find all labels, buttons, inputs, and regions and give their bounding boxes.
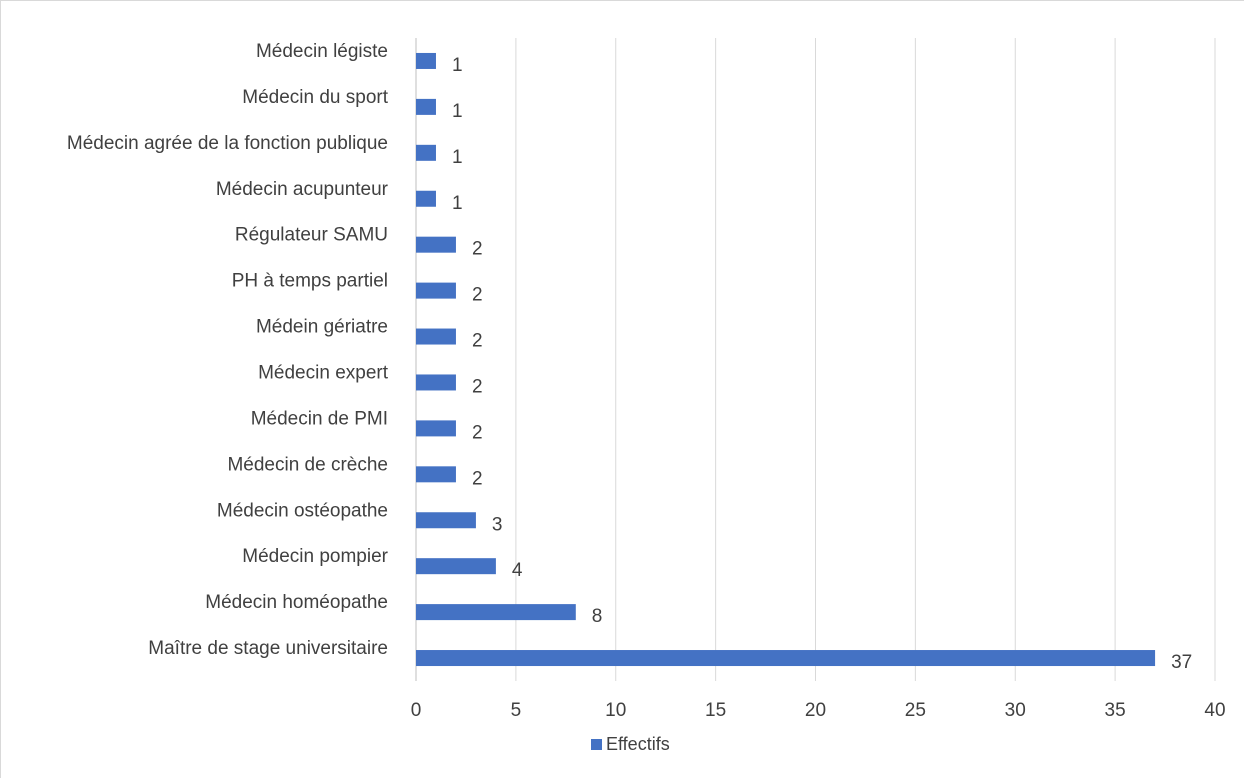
data-label-6: 2 [472, 285, 483, 306]
x-tick-35: 35 [1105, 700, 1126, 721]
bar-14 [416, 650, 1156, 667]
data-label-7: 2 [472, 331, 483, 352]
category-label-3: Médecin agrée de la fonction publique [67, 133, 388, 154]
bar-10 [416, 466, 456, 483]
data-label-8: 2 [472, 376, 483, 397]
bar-5 [416, 236, 456, 253]
category-label-5: Régulateur SAMU [235, 225, 388, 246]
data-label-4: 1 [452, 193, 463, 214]
data-label-14: 37 [1171, 652, 1192, 673]
category-label-9: Médecin de PMI [251, 408, 388, 429]
category-label-8: Médecin expert [258, 362, 389, 383]
legend: Effectifs [591, 734, 670, 754]
category-labels: Médecin légiste Médecin du sport Médecin a… [67, 41, 389, 659]
data-label-10: 2 [472, 468, 483, 489]
category-label-4: Médecin acupunteur [216, 179, 389, 200]
bar-4 [416, 190, 436, 207]
data-label-3: 1 [452, 147, 463, 168]
data-label-5: 2 [472, 239, 483, 260]
bar-2 [416, 98, 436, 115]
data-label-1: 1 [452, 55, 463, 76]
category-label-13: Médecin homéopathe [205, 592, 388, 613]
bar-6 [416, 282, 456, 299]
category-label-7: Médein gériatre [256, 317, 388, 338]
bar-1 [416, 52, 436, 69]
bar-11 [416, 512, 476, 529]
bar-13 [416, 604, 576, 621]
legend-label-effectifs: Effectifs [606, 734, 670, 754]
category-label-14: Maître de stage universitaire [148, 638, 388, 659]
category-label-2: Médecin du sport [242, 87, 388, 108]
data-label-9: 2 [472, 422, 483, 443]
data-label-11: 3 [492, 514, 503, 535]
x-tick-5: 5 [511, 700, 522, 721]
legend-swatch [591, 739, 602, 750]
x-tick-30: 30 [1005, 700, 1026, 721]
category-label-1: Médecin légiste [256, 41, 388, 62]
bar-12 [416, 558, 496, 575]
category-label-11: Médecin ostéopathe [217, 500, 388, 521]
data-label-13: 8 [592, 606, 603, 627]
data-label-2: 1 [452, 101, 463, 122]
data-label-12: 4 [512, 560, 523, 581]
x-tick-10: 10 [605, 700, 626, 721]
x-tick-0: 0 [411, 700, 422, 721]
gridlines [415, 38, 1216, 681]
x-tick-25: 25 [905, 700, 926, 721]
x-tick-labels: 0 5 10 15 20 25 30 35 40 [411, 700, 1226, 721]
x-tick-15: 15 [705, 700, 726, 721]
data-labels: 1 1 1 1 2 2 2 2 2 2 3 4 8 37 [452, 55, 1192, 673]
bar-9 [416, 420, 456, 437]
x-tick-20: 20 [805, 700, 826, 721]
category-label-6: PH à temps partiel [232, 271, 388, 292]
category-label-10: Médecin de crèche [227, 454, 388, 475]
bar-7 [416, 328, 456, 345]
bar-3 [416, 144, 436, 161]
x-tick-40: 40 [1204, 700, 1225, 721]
bars [416, 52, 1156, 667]
bar-8 [416, 374, 456, 391]
category-label-12: Médecin pompier [242, 546, 388, 567]
